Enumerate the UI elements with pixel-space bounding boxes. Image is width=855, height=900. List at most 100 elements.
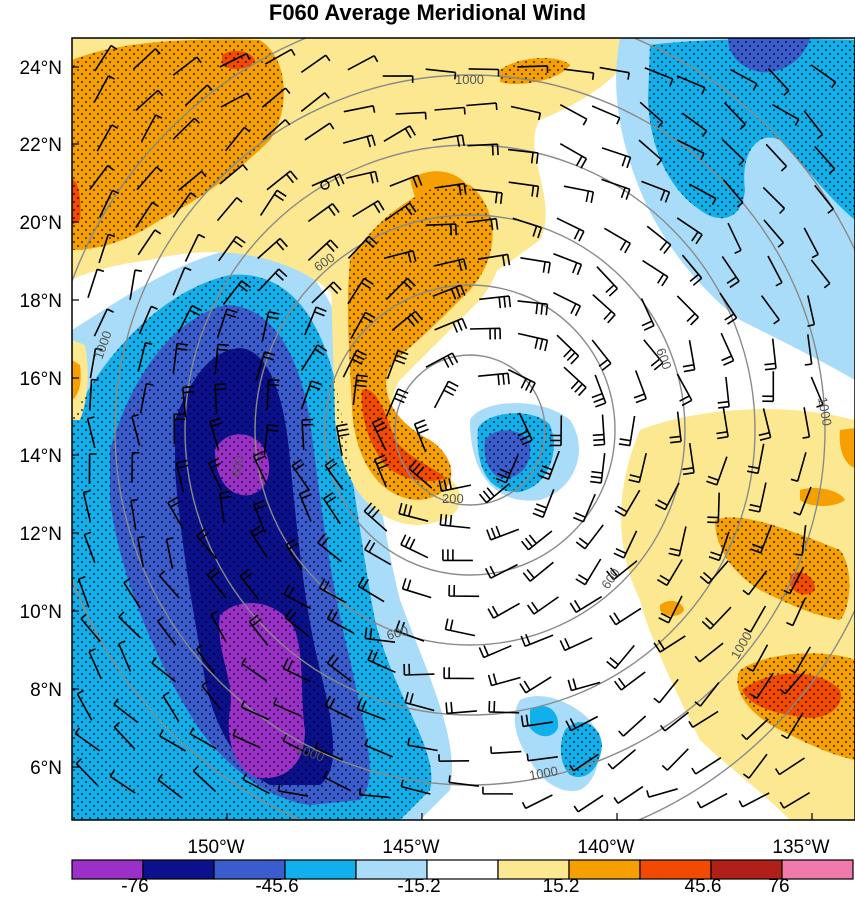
lon-label-145w: 145°W	[382, 837, 439, 858]
wind-barb-246	[656, 559, 683, 586]
stipple-area-nw	[72, 39, 284, 250]
wind-barb-329	[364, 738, 394, 758]
colorbar-labels: -76 -45.6 -15.2 15.2 45.6 76	[121, 876, 789, 897]
wind-barb-344	[242, 772, 270, 795]
wind-barb-157	[633, 370, 647, 404]
wind-barb-181	[173, 413, 186, 445]
wind-barb-244	[575, 558, 602, 586]
wind-barb-87	[727, 222, 742, 255]
wind-barb-348	[400, 779, 431, 795]
wind-barb-0	[94, 44, 118, 72]
wind-barb-300	[653, 678, 679, 704]
wind-barb-2	[172, 56, 202, 76]
wind-barb-102	[596, 266, 618, 297]
wind-barb-277	[444, 618, 476, 637]
wind-barb-34	[772, 104, 800, 126]
wind-barb-145	[137, 341, 153, 372]
wind-barb-241	[442, 549, 473, 562]
wind-barb-265	[701, 606, 732, 630]
wind-barb-327	[282, 734, 311, 756]
wind-barb-148	[255, 351, 276, 381]
map-frame	[71, 37, 855, 821]
wind-barb-299	[613, 671, 646, 691]
wind-barb-15	[730, 68, 758, 91]
figure-title: F060 Average Meridional Wind	[268, 0, 587, 25]
wind-barb-208	[572, 493, 596, 523]
wind-barb-237	[285, 538, 303, 571]
wind-barb-321	[780, 712, 804, 740]
wind-barb-17	[810, 64, 837, 89]
wind-barb-98	[434, 258, 468, 271]
wind-barb-317	[618, 715, 647, 737]
wind-barb-212	[748, 482, 767, 513]
wind-barb-175	[669, 411, 682, 444]
wind-barb-272	[248, 614, 269, 646]
wind-barb-132	[350, 311, 376, 340]
wind-barb-58	[266, 170, 298, 191]
wind-barb-204	[408, 459, 433, 489]
wind-barb-10	[517, 65, 549, 73]
colorbar-label-neg45-6: -45.6	[255, 876, 298, 897]
wind-barb-290	[241, 657, 268, 682]
wind-barb-40	[262, 119, 291, 141]
wind-barb-47	[559, 143, 588, 169]
wind-barb-5	[300, 54, 331, 74]
wind-barb-14	[676, 75, 706, 95]
wind-barb-352	[573, 794, 604, 813]
wind-barb-236	[250, 525, 268, 558]
wind-barb-117	[479, 295, 512, 309]
wind-barb-312	[404, 691, 435, 712]
wind-barb-141	[720, 332, 735, 366]
wind-barb-354	[646, 788, 678, 798]
wind-barb-64	[508, 181, 540, 198]
wind-barb-233	[137, 535, 145, 568]
wind-barb-298	[567, 678, 601, 692]
wind-barb-25	[395, 111, 427, 120]
wind-barb-197	[131, 451, 140, 483]
wind-barb-326	[232, 728, 261, 749]
wind-barb-340	[75, 758, 98, 786]
colorbar-label-neg15-2: -15.2	[397, 876, 440, 897]
wind-barb-323	[113, 721, 136, 750]
wind-barb-278	[478, 644, 512, 659]
wind-barb-182	[209, 417, 223, 451]
wind-barb-328	[314, 741, 344, 761]
wind-barb-136	[517, 332, 549, 352]
wind-barb-161	[810, 376, 824, 408]
wind-barb-243	[522, 561, 554, 582]
wind-barb-170	[433, 380, 459, 409]
wind-barb-301	[694, 682, 720, 707]
wind-barb-220	[323, 492, 341, 525]
field-region-orange-w-edge	[72, 360, 81, 400]
wind-barb-101	[553, 252, 583, 276]
wind-barb-279	[520, 633, 554, 648]
wind-barb-167	[300, 380, 322, 410]
wind-barb-255	[283, 584, 312, 610]
contour-label-600-south: 600	[385, 623, 410, 643]
wind-barb-273	[284, 608, 310, 637]
wind-barb-81	[466, 217, 499, 231]
wind-barb-95	[307, 239, 339, 261]
wind-barb-113	[311, 281, 342, 304]
wind-barb-267	[786, 597, 806, 627]
lat-label-8n: 8°N	[30, 680, 62, 701]
wind-barb-206	[478, 482, 511, 504]
wind-barb-203	[373, 454, 390, 488]
lon-label-140w: 140°W	[577, 837, 634, 858]
wind-barb-320	[741, 718, 769, 741]
wind-barb-201	[291, 458, 311, 491]
wind-barb-235	[196, 528, 218, 560]
wind-barb-9	[468, 68, 500, 77]
wind-barb-355	[696, 792, 728, 809]
wind-barb-67	[641, 180, 671, 203]
wind-barb-121	[640, 298, 655, 331]
wind-barb-305	[113, 698, 139, 724]
contour-label-1000-east: 1000	[815, 396, 835, 427]
wind-barb-347	[359, 787, 390, 799]
wind-barb-51	[721, 138, 745, 166]
wind-barb-49	[638, 139, 663, 166]
wind-barb-32	[681, 112, 708, 138]
wind-barb-13	[644, 67, 674, 86]
wind-barb-105	[721, 255, 740, 289]
